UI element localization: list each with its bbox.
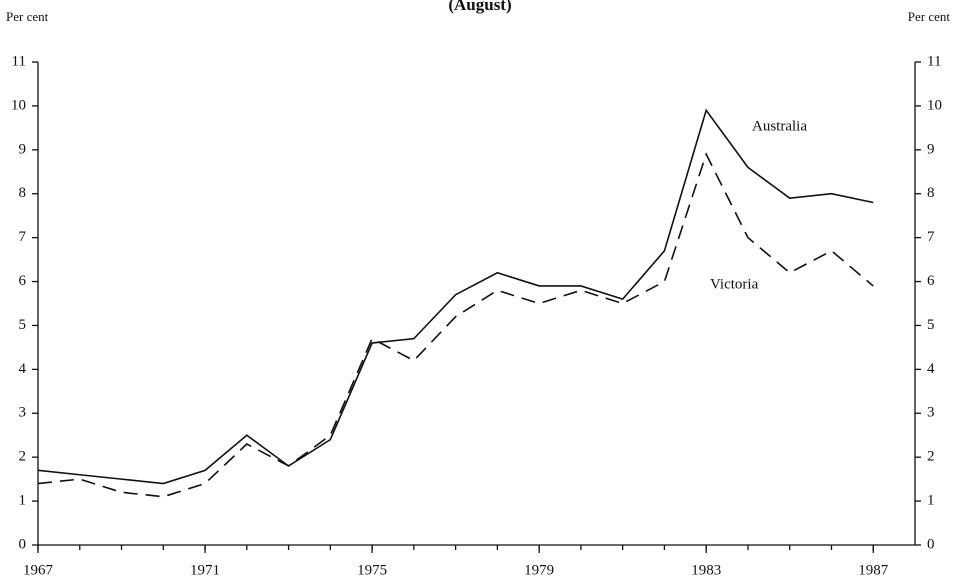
y-tick-label: 3 <box>19 405 27 421</box>
y-tick-label: 6 <box>19 273 27 289</box>
y-tick-label: 0 <box>19 536 27 552</box>
y-tick-label: 2 <box>19 449 27 465</box>
y-tick-label: 5 <box>19 317 27 333</box>
chart-title: (August) <box>448 0 511 14</box>
y-tick-label: 1 <box>19 493 27 509</box>
y2-axis-label: Per cent <box>908 9 951 24</box>
y2-tick-label: 8 <box>927 185 935 201</box>
y2-tick-label: 0 <box>927 536 935 552</box>
y-axis-label: Per cent <box>6 9 49 24</box>
y-tick-label: 4 <box>19 361 27 377</box>
series-line <box>37 152 874 498</box>
y2-tick-label: 10 <box>927 97 942 113</box>
y2-tick-label: 6 <box>927 273 935 289</box>
y2-tick-label: 1 <box>927 493 935 509</box>
y2-tick-label: 2 <box>927 449 935 465</box>
y-tick-label: 9 <box>19 141 27 157</box>
y-tick-label: 10 <box>11 97 26 113</box>
x-tick-label: 1979 <box>524 562 554 578</box>
x-tick-label: 1967 <box>23 562 54 578</box>
y2-tick-label: 9 <box>927 141 935 157</box>
y2-tick-label: 4 <box>927 361 935 377</box>
y2-tick-label: 3 <box>927 405 935 421</box>
y-tick-label: 8 <box>19 185 27 201</box>
series-label: Victoria <box>710 276 759 292</box>
y2-tick-label: 5 <box>927 317 935 333</box>
x-tick-label: 1983 <box>691 562 721 578</box>
y2-tick-label: 7 <box>927 229 935 245</box>
x-tick-label: 1971 <box>190 562 220 578</box>
x-tick-label: 1975 <box>357 562 387 578</box>
series-line <box>37 108 874 485</box>
y-tick-label: 7 <box>19 229 27 245</box>
y2-tick-label: 11 <box>927 53 941 69</box>
series-label: Australia <box>752 118 807 134</box>
x-tick-label: 1987 <box>858 562 889 578</box>
y-tick-label: 11 <box>12 53 26 69</box>
